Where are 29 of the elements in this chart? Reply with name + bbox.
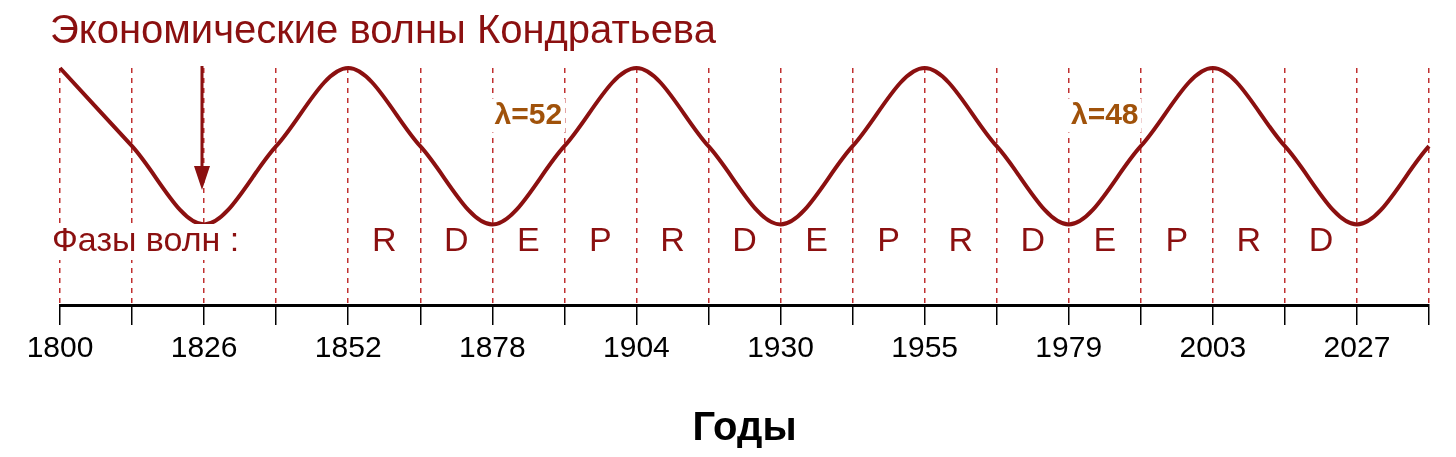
annotation: λ=48	[1070, 96, 1139, 130]
chart-title: Экономические волны Кондратьева	[50, 7, 717, 52]
x-axis-title: Годы	[692, 404, 797, 449]
annotation: D	[1308, 220, 1334, 259]
annotation: D	[1020, 220, 1045, 259]
annotation: R	[371, 220, 397, 259]
annotation: E	[517, 220, 540, 259]
annotation: R	[660, 220, 685, 259]
x-tick-label: 2027	[1323, 330, 1391, 364]
annotation: E	[1093, 220, 1117, 259]
annotation: P	[877, 220, 900, 259]
annotation: P	[589, 220, 612, 259]
annotation: Фазы волн :	[52, 220, 240, 259]
x-tick-label: 1979	[1035, 330, 1103, 364]
annotation: λ=52	[494, 96, 563, 130]
annotation: R	[948, 220, 973, 259]
annotation: E	[805, 220, 828, 259]
annotation: R	[1236, 220, 1262, 259]
x-tick-label: 1878	[458, 330, 526, 364]
x-tick-label: 1955	[891, 330, 959, 364]
annotation: D	[444, 220, 469, 259]
annotation: D	[732, 220, 757, 259]
x-tick-label: 2003	[1179, 330, 1247, 364]
x-tick-label: 1826	[170, 330, 238, 364]
x-tick-label: 1904	[603, 330, 670, 364]
x-tick-label: 1930	[747, 330, 814, 364]
x-tick-label: 1800	[26, 330, 94, 364]
x-tick-label: 1852	[314, 330, 382, 364]
annotation: P	[1165, 220, 1189, 259]
